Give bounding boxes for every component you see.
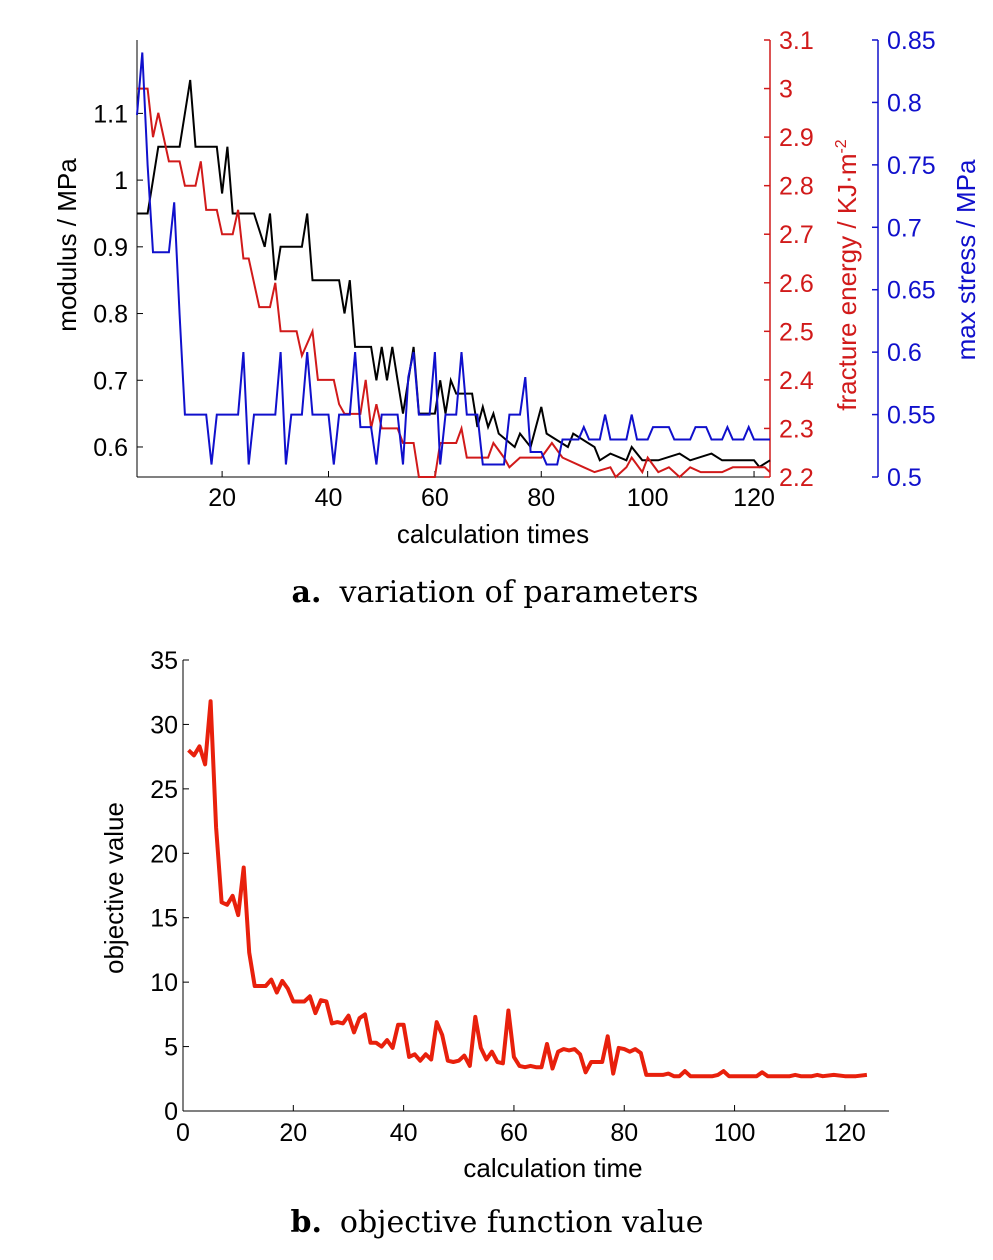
right-y-tick-label: 2.5 — [779, 318, 814, 346]
fracture-label-main: fracture energy / KJ·m — [832, 154, 862, 411]
right-y-tick-label: 3 — [779, 76, 793, 104]
caption-a-text: variation of parameters — [338, 575, 698, 610]
max-stress-line — [136, 52, 770, 466]
modulus-line — [137, 79, 771, 469]
chart-b-tick-labels: 0 20 40 60 80 100 120 0 5 10 15 20 25 30 35 — [150, 647, 866, 1147]
right-y-tick-label: 0.85 — [887, 27, 936, 55]
chart-a-left-y-axis-label: modulus / MPa — [52, 158, 82, 332]
left-y-tick-label: 0.7 — [93, 367, 128, 395]
right-y-tick-label: 0.8 — [887, 89, 922, 117]
left-y-tick-label: 0.9 — [93, 234, 128, 262]
right-y-tick-label: 2.7 — [779, 221, 814, 249]
fracture-energy-line — [137, 87, 771, 479]
x-tick-label: 40 — [315, 484, 343, 512]
x-tick-label: 60 — [421, 484, 449, 512]
caption-b-letter: b. — [290, 1205, 321, 1240]
caption-b-text: objective function value — [340, 1205, 704, 1240]
x-tick-label: 0 — [176, 1119, 190, 1147]
y-tick-label: 15 — [150, 905, 178, 933]
y-tick-label: 20 — [150, 840, 178, 868]
chart-b-axes — [182, 659, 889, 1112]
y-tick-label: 25 — [150, 776, 178, 804]
right-y-tick-label: 2.2 — [779, 464, 814, 492]
chart-a-tick-labels: 20 40 60 80 100 120 0.6 0.7 0.8 0.9 1 1.1 2.2 2.3 2.4 2… — [93, 27, 935, 512]
left-y-tick-label: 1 — [114, 167, 128, 195]
y-tick-label: 10 — [150, 969, 178, 997]
y-tick-label: 5 — [164, 1034, 178, 1062]
right-y-tick-label: 2.4 — [779, 367, 814, 395]
left-y-tick-label: 0.8 — [93, 301, 128, 329]
y-tick-label: 30 — [150, 711, 178, 739]
chart-a: 20 40 60 80 100 120 0.6 0.7 0.8 0.9 1 1.1 2.2 2.3 2.4 2… — [52, 27, 981, 549]
right-y-tick-label: 2.6 — [779, 270, 814, 298]
right-y-tick-label: 0.65 — [887, 277, 936, 305]
y-tick-label: 35 — [150, 647, 178, 675]
right-y-tick-label: 0.75 — [887, 152, 936, 180]
caption-b: b. objective function value — [290, 1205, 703, 1240]
objective-value-line — [187, 699, 868, 1079]
chart-a-series — [136, 52, 771, 479]
chart-b: 0 20 40 60 80 100 120 0 5 10 15 20 25 30 35 calculatio… — [99, 647, 889, 1183]
x-tick-label: 40 — [390, 1119, 418, 1147]
y-tick-label: 0 — [164, 1098, 178, 1126]
right-y-tick-label: 0.55 — [887, 402, 936, 430]
x-tick-label: 100 — [627, 484, 669, 512]
x-tick-label: 100 — [714, 1119, 756, 1147]
chart-b-series — [187, 699, 868, 1079]
left-y-tick-label: 1.1 — [93, 100, 128, 128]
right-y-tick-label: 0.5 — [887, 464, 922, 492]
chart-b-x-axis-label: calculation time — [463, 1153, 642, 1183]
chart-a-x-axis-label: calculation times — [397, 519, 589, 549]
x-tick-label: 120 — [733, 484, 775, 512]
fracture-label-superscript: -2 — [833, 139, 850, 153]
right-y-tick-label: 0.6 — [887, 339, 922, 367]
x-tick-label: 80 — [527, 484, 555, 512]
caption-a-letter: a. — [292, 575, 322, 610]
chart-a-stress-y-axis-label: max stress / MPa — [951, 159, 981, 360]
right-y-tick-label: 2.9 — [779, 124, 814, 152]
caption-a: a. variation of parameters — [292, 575, 699, 610]
right-y-tick-label: 0.7 — [887, 214, 922, 242]
left-y-tick-label: 0.6 — [93, 434, 128, 462]
right-y-tick-label: 2.3 — [779, 415, 814, 443]
chart-a-axes — [136, 39, 879, 478]
right-y-tick-label: 3.1 — [779, 27, 814, 55]
x-tick-label: 120 — [824, 1119, 866, 1147]
chart-a-fracture-y-axis-label: fracture energy / KJ·m-2 — [832, 139, 862, 411]
x-tick-label: 80 — [610, 1119, 638, 1147]
x-tick-label: 20 — [208, 484, 236, 512]
x-tick-label: 20 — [279, 1119, 307, 1147]
chart-b-y-axis-label: objective value — [99, 802, 129, 974]
right-y-tick-label: 2.8 — [779, 173, 814, 201]
x-tick-label: 60 — [500, 1119, 528, 1147]
